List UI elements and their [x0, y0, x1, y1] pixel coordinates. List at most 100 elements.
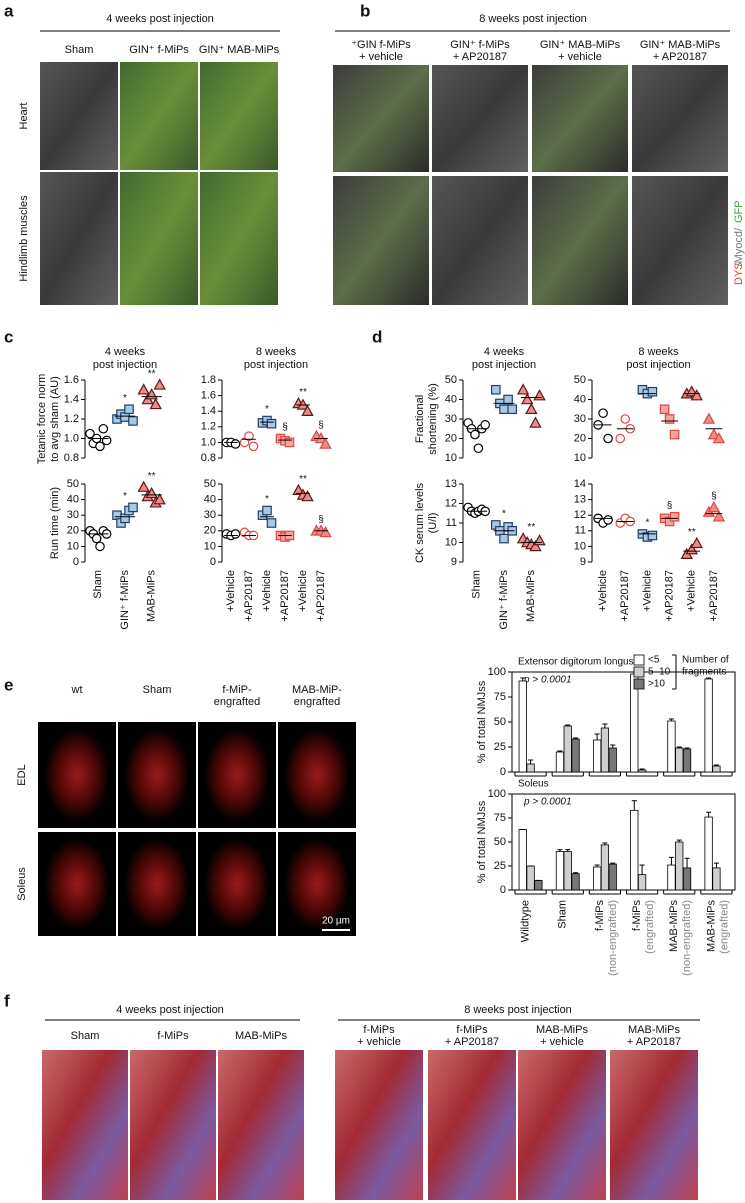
micrograph: [44, 728, 110, 822]
y-axis-label: shortening (%): [427, 383, 439, 455]
y-tick-label: 12: [574, 509, 586, 521]
data-point: [120, 513, 130, 524]
y-tick-label: 30: [67, 509, 79, 521]
significance-mark: *: [502, 509, 506, 520]
bar: [526, 763, 535, 773]
x-tick-label: Sham: [92, 570, 104, 599]
significance-mark: *: [123, 491, 127, 502]
data-point: [319, 525, 332, 538]
significance-mark: **: [148, 369, 156, 380]
data-point: [499, 404, 509, 415]
x-tick-label: MAB-MiPs: [668, 900, 680, 952]
legend-swatch: [633, 666, 645, 678]
x-tick-label: Sham: [471, 570, 483, 599]
bar: [712, 765, 721, 773]
significance-mark: **: [688, 527, 696, 538]
data-point: [507, 404, 517, 415]
significance-mark: §: [667, 500, 673, 511]
data-point: [153, 378, 166, 390]
panel-header: 4 weeks post injection: [106, 13, 214, 25]
micrograph: [200, 172, 278, 305]
data-point: [533, 534, 546, 546]
bar: [682, 748, 692, 773]
y-tick-label: 20: [204, 525, 216, 537]
data-point: [659, 404, 670, 415]
significance-mark: **: [527, 522, 535, 533]
y-tick-label: 50: [494, 716, 506, 728]
significance-mark: *: [645, 518, 649, 529]
chart-header: 8 weeks: [256, 346, 297, 358]
legend-label: >10: [648, 679, 665, 690]
x-tick-label: +Vehicle: [641, 570, 653, 612]
x-tick-label: +AP20187: [315, 570, 327, 622]
data-point: [533, 389, 546, 401]
panel-header: 4 weeks post injection: [116, 1004, 224, 1016]
y-tick-label: 100: [488, 788, 506, 800]
stain-label: DYS: [733, 262, 745, 285]
data-point: [647, 530, 658, 541]
bar: [592, 866, 602, 891]
bar: [526, 865, 535, 891]
data-point: [95, 441, 105, 452]
significance-mark: §: [318, 514, 324, 525]
column-label: Sham: [71, 1030, 100, 1042]
column-label: + vehicle: [558, 51, 602, 63]
bar: [571, 873, 580, 891]
chart-header: 8 weeks: [638, 346, 679, 358]
data-point: [491, 384, 501, 395]
column-label: + AP20187: [653, 51, 707, 63]
panel-header: 8 weeks post injection: [464, 1004, 572, 1016]
significance-mark: *: [265, 494, 269, 505]
y-tick-label: 10: [445, 536, 457, 548]
row-label: EDL: [16, 764, 28, 785]
micrograph: [432, 65, 528, 172]
y-tick-label: 25: [494, 741, 506, 753]
y-tick-label: 75: [494, 812, 506, 824]
x-tick-note: (non-engrafted): [681, 900, 693, 976]
significance-mark: **: [299, 474, 307, 485]
column-label: f-MiP-: [222, 684, 252, 696]
micrograph: [204, 838, 270, 930]
x-tick-label: MAB-MiPs: [146, 570, 158, 622]
y-tick-label: 12: [445, 497, 457, 509]
significance-mark: *: [123, 393, 127, 404]
x-tick-label: Wildtype: [519, 900, 531, 942]
bar: [704, 816, 713, 891]
micrograph: [204, 728, 270, 822]
y-tick-label: 0: [500, 766, 506, 778]
data-point: [85, 428, 95, 439]
column-label: MAB-MiPs: [536, 1024, 588, 1036]
y-tick-label: 75: [494, 691, 506, 703]
data-point: [620, 414, 631, 424]
data-point: [712, 432, 726, 444]
stain-label: GFP: [733, 200, 745, 223]
data-point: [669, 511, 680, 522]
micrograph: [42, 1050, 128, 1200]
data-point: [137, 383, 150, 395]
bar: [555, 751, 565, 773]
row-label: Hindlimb muscles: [18, 195, 30, 282]
bar: [518, 680, 527, 773]
y-tick-label: 1.0: [64, 432, 79, 444]
y-tick-label: 10: [204, 540, 216, 552]
bar: [608, 863, 617, 891]
y-tick-label: 30: [574, 413, 586, 425]
x-tick-note: (non-engrafted): [607, 900, 619, 976]
chart-header: post injection: [626, 359, 690, 371]
y-tick-label: 14: [574, 478, 586, 490]
micrograph: [200, 62, 278, 170]
x-tick-label: MAB-MiPs: [525, 570, 537, 622]
micrograph: [333, 65, 429, 172]
y-tick-label: 50: [494, 836, 506, 848]
bar: [637, 874, 647, 891]
data-point: [669, 429, 680, 440]
y-tick-label: 1.2: [201, 421, 216, 433]
panel-letter: f: [4, 991, 10, 1010]
bar: [704, 678, 713, 773]
column-label: ⁺GIN f-MiPs: [351, 39, 411, 51]
panel-letter: a: [4, 1, 14, 20]
significance-mark: §: [282, 422, 288, 433]
y-tick-label: 10: [574, 540, 586, 552]
y-tick-label: 20: [574, 432, 586, 444]
